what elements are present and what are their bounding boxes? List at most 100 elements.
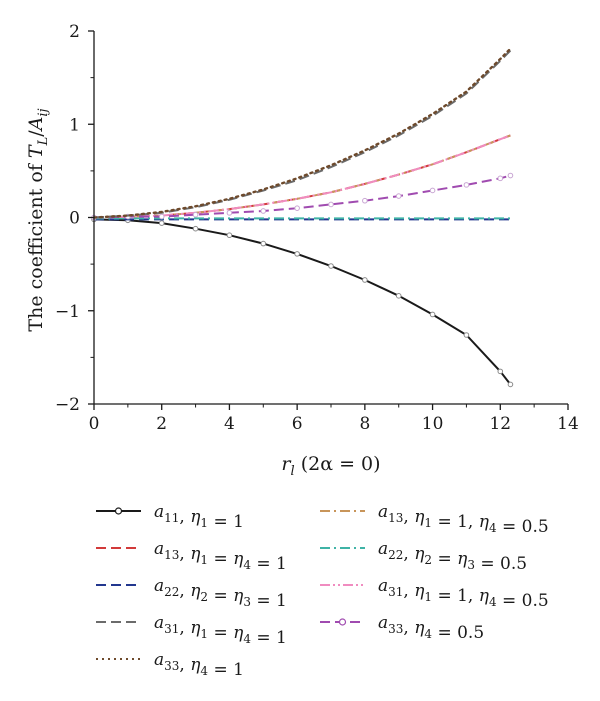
legend-label-7: a31, η1 = 1, η4 = 0.5 (378, 576, 549, 611)
series-point-8 (507, 172, 514, 179)
series-point-8 (192, 211, 199, 218)
legend-text-part: , (403, 544, 414, 564)
y-axis-title-var2: A (25, 117, 47, 133)
legend-text-part: = 0.5 (497, 591, 549, 611)
series-point-8 (395, 193, 402, 199)
legend-subscript: 33 (164, 659, 179, 673)
legend-subscript: 31 (388, 585, 403, 599)
series-point-0 (507, 381, 514, 388)
legend-subscript: 3 (243, 595, 251, 609)
series-line-8 (93, 174, 511, 219)
series-point-0 (328, 263, 334, 269)
legend-var: a (378, 502, 388, 522)
x-tick-label: 6 (292, 414, 303, 434)
legend-text-part: = 1, (432, 512, 479, 532)
legend-var: η (190, 544, 201, 564)
legend-text-part: = 1 (208, 660, 244, 680)
legend-text-part: = 1 (208, 512, 244, 532)
legend-var: η (479, 586, 490, 606)
legend-text-part: , (403, 618, 414, 638)
legend-var: η (457, 549, 468, 569)
series-point-8 (294, 205, 300, 211)
series-point-0 (429, 311, 436, 318)
legend-text-part: = 1, (432, 586, 479, 606)
legend-subscript: 22 (388, 548, 403, 562)
legend-subscript: 33 (388, 622, 403, 636)
legend-subscript: 1 (424, 590, 432, 604)
legend-var: η (233, 549, 244, 569)
legend-var: η (233, 623, 244, 643)
x-tick-label: 8 (359, 414, 370, 434)
y-axis-title-sub2: ij (36, 108, 51, 116)
legend-subscript: 4 (424, 627, 432, 641)
legend-label-1: a13, η1 = η4 = 1 (154, 539, 287, 574)
legend-var: η (233, 586, 244, 606)
legend-subscript: 4 (243, 558, 251, 572)
series-point-0 (260, 240, 267, 247)
legend-text-part: = (208, 623, 233, 643)
y-tick-label: 0 (69, 209, 80, 229)
x-tick-label: 2 (156, 414, 167, 434)
series-point-0 (192, 225, 199, 232)
legend-text-part: = (208, 549, 233, 569)
legend-subscript: 2 (424, 553, 432, 567)
x-tick-label: 14 (557, 414, 579, 434)
legend-label-5: a13, η1 = 1, η4 = 0.5 (378, 502, 549, 537)
legend-subscript: 1 (200, 516, 208, 530)
legend-var: a (378, 613, 388, 633)
y-axis-title-slash: / (25, 130, 47, 137)
legend-var: η (190, 618, 201, 638)
y-tick-label: 2 (69, 22, 80, 42)
legend-text-part: , (179, 655, 190, 675)
plot-area (91, 47, 514, 388)
legend-subscript: 4 (243, 632, 251, 646)
legend-var: η (414, 544, 425, 564)
series-line-3 (93, 49, 512, 219)
legend-var: a (154, 613, 164, 633)
x-tick-label: 12 (489, 414, 511, 434)
legend-marker-0 (114, 507, 123, 515)
y-tick-label: −1 (55, 302, 80, 322)
legend-label-0: a11, η1 = 1 (154, 502, 244, 532)
series-line-4 (92, 47, 512, 219)
legend-var: η (479, 512, 490, 532)
y-tick-label: 1 (69, 115, 80, 135)
legend-var: η (190, 507, 201, 527)
legend-text-part: , (403, 507, 414, 527)
legend-var: η (414, 581, 425, 601)
legend-label-3: a31, η1 = η4 = 1 (154, 613, 287, 648)
x-axis-title: rl (2α = 0) (281, 453, 380, 479)
legend-marker-8 (338, 618, 347, 626)
legend-subscript: 4 (489, 595, 497, 609)
series-point-8 (226, 210, 233, 216)
legend-label-6: a22, η2 = η3 = 0.5 (378, 539, 527, 574)
legend-var: a (154, 539, 164, 559)
legend-var: a (378, 539, 388, 559)
series-line-0 (93, 218, 512, 386)
series-point-0 (362, 277, 368, 283)
legend-var: η (190, 581, 201, 601)
x-axis-title-rest: (2α = 0) (295, 453, 381, 475)
series-point-0 (395, 293, 402, 299)
series-point-0 (158, 220, 165, 226)
legend-var: a (378, 576, 388, 596)
legend-text-part: , (179, 507, 190, 527)
x-axis: 0 2 4 6 8 10 12 14 (89, 403, 579, 434)
legend-subscript: 1 (200, 553, 208, 567)
legend-label-8: a33, η4 = 0.5 (378, 613, 484, 643)
series-point-8 (429, 187, 436, 194)
legend-subscript: 31 (164, 622, 179, 636)
series-line-7 (93, 134, 511, 219)
legend-subscript: 11 (164, 511, 179, 525)
x-axis-title-var: r (281, 453, 292, 475)
legend-text-part: = 1 (251, 628, 287, 648)
legend-text-part: , (179, 618, 190, 638)
x-axis-title-sub: l (291, 464, 295, 479)
legend-text-part: = 1 (251, 591, 287, 611)
legend-subscript: 1 (424, 516, 432, 530)
y-axis-title-sub1: L (36, 137, 51, 147)
series-point-8 (260, 208, 267, 214)
legend-subscript: 4 (200, 664, 208, 678)
